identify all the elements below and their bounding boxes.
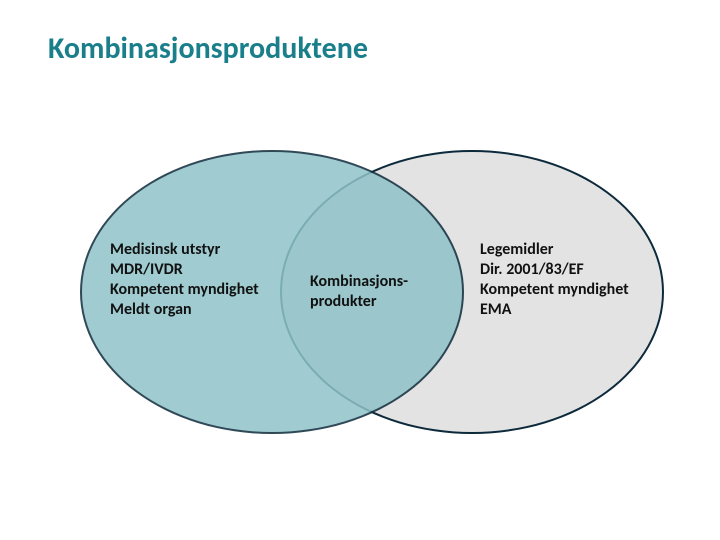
slide-title: Kombinasjonsproduktene (48, 30, 368, 67)
slide: Kombinasjonsproduktene Medisinsk utstyr … (0, 0, 720, 540)
venn-right-label: Legemidler Dir. 2001/83/EF Kompetent myn… (480, 240, 629, 320)
venn-left-label: Medisinsk utstyr MDR/IVDR Kompetent mynd… (110, 240, 259, 320)
venn-center-label: Kombinasjons- produkter (310, 272, 408, 312)
